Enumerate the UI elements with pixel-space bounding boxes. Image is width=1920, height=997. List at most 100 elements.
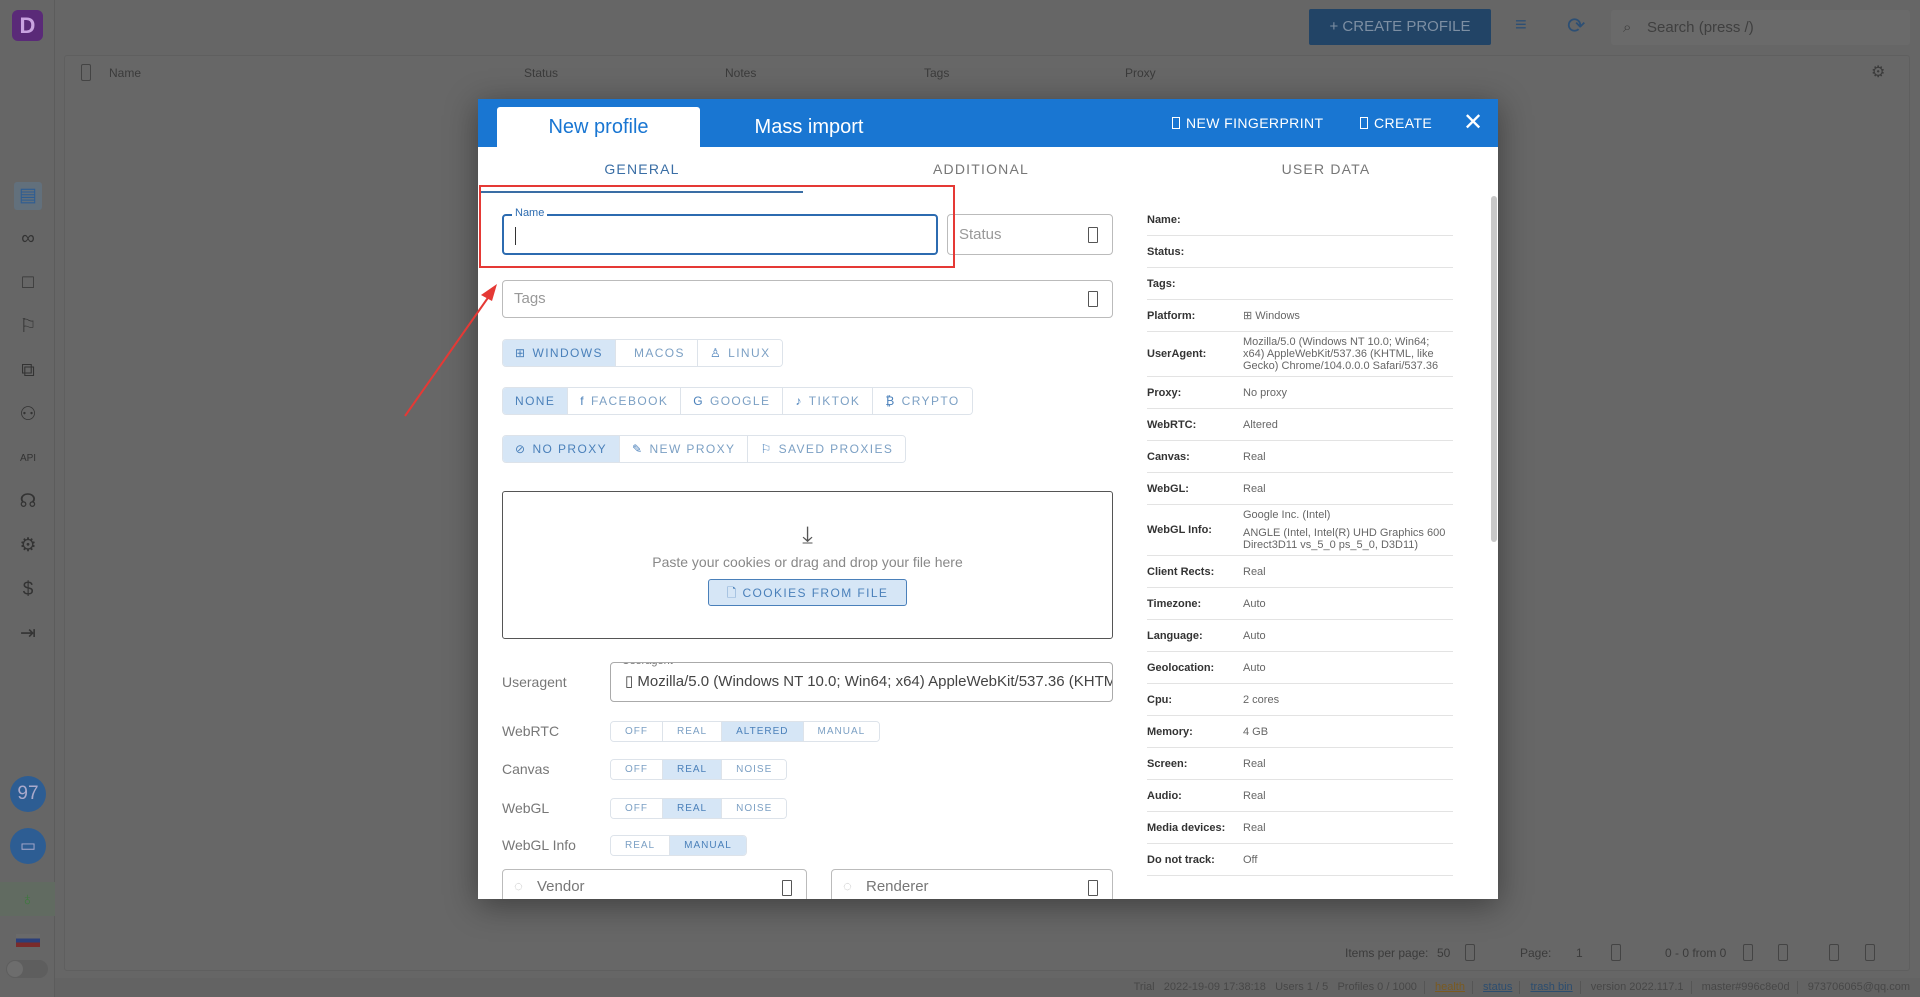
option-windows[interactable]: ⊞ WINDOWS (503, 340, 616, 366)
useragent-input[interactable]: Useragent ▯ Mozilla/5.0 (Windows NT 10.0… (610, 662, 1113, 702)
dropdown-icon (782, 880, 792, 896)
first-page-button[interactable] (1743, 944, 1753, 961)
option-new-proxy[interactable]: ✎ NEW PROXY (620, 436, 749, 462)
column-proxy[interactable]: Proxy (1125, 66, 1156, 80)
option-label: NONE (515, 394, 556, 408)
items-per-page-select[interactable]: 50 (1437, 946, 1451, 960)
option-none[interactable]: NONE (503, 388, 569, 414)
webrtc-option-altered[interactable]: ALTERED (722, 722, 804, 741)
option-linux[interactable]: ♙ LINUX (697, 340, 783, 366)
dialog-header: New profile Mass import NEW FINGERPRINT … (478, 99, 1498, 147)
subtab-general[interactable]: GENERAL (604, 161, 680, 177)
option-tiktok[interactable]: ♪ TIKTOK (783, 388, 874, 414)
settings-icon[interactable]: ⚙ (19, 535, 37, 556)
useragent-field-label: Useragent (619, 663, 676, 668)
api-icon[interactable]: API (19, 453, 37, 464)
new-profile-dialog: New profile Mass import NEW FINGERPRINT … (478, 99, 1498, 899)
renderer-select[interactable]: ◌ Renderer (831, 869, 1113, 899)
summary-row: Language: Auto (1147, 620, 1453, 652)
name-input[interactable]: Name (502, 207, 938, 255)
tab-mass-import[interactable]: Mass import (754, 116, 864, 138)
users-icon[interactable]: ⚇ (19, 404, 37, 425)
column-name[interactable]: Name (109, 66, 142, 80)
status-link[interactable]: status (1483, 981, 1513, 993)
option-facebook[interactable]: f FACEBOOK (568, 388, 682, 414)
last-page-button[interactable] (1865, 944, 1875, 961)
summary-row: Memory: 4 GB (1147, 716, 1453, 748)
summary-key: Do not track: (1147, 853, 1215, 866)
subtab-additional[interactable]: ADDITIONAL (932, 161, 1030, 177)
close-icon[interactable]: ✕ (1463, 109, 1484, 136)
canvas-option-real[interactable]: REAL (663, 760, 723, 779)
extensions-icon[interactable]: ⧉ (21, 360, 35, 381)
summary-value-line: Google Inc. (Intel) (1243, 509, 1331, 521)
webgl-info-option-real[interactable]: REAL (611, 836, 671, 855)
next-page-button[interactable] (1829, 944, 1839, 961)
cookies-dropzone[interactable]: ⤓ Paste your cookies or drag and drop yo… (502, 491, 1113, 639)
build: master#996c8e0d (1701, 981, 1790, 993)
items-per-page-dropdown-icon[interactable] (1465, 944, 1475, 961)
option-label: LINUX (728, 346, 771, 360)
scrollbar[interactable] (1491, 196, 1497, 542)
page-dropdown-icon[interactable] (1611, 944, 1621, 961)
link-icon[interactable]: ∞ (21, 228, 35, 249)
option-google[interactable]: G GOOGLE (681, 388, 784, 414)
billing-icon[interactable]: $ (22, 579, 34, 600)
option-crypto[interactable]: ₿ CRYPTO (873, 388, 972, 414)
column-notes[interactable]: Notes (725, 66, 757, 80)
webgl-option-off[interactable]: OFF (611, 799, 663, 818)
webrtc-option-off[interactable]: OFF (611, 722, 663, 741)
sidebar (0, 0, 55, 997)
notifications-badge[interactable]: 97 (10, 776, 46, 812)
webgl-option-noise[interactable]: NOISE (722, 799, 787, 818)
lightbulb-icon[interactable]: ♁ (0, 882, 55, 916)
column-status[interactable]: Status (524, 66, 559, 80)
browser-profiles-icon[interactable]: ▤ (14, 182, 42, 210)
google-icon: G (693, 394, 704, 408)
webgl-option-real[interactable]: REAL (663, 799, 723, 818)
square-icon[interactable]: □ (22, 272, 34, 293)
table-settings-icon[interactable]: ⚙ (1871, 64, 1886, 81)
prev-page-button[interactable] (1778, 944, 1788, 961)
create-profile-button[interactable]: + CREATE PROFILE (1309, 9, 1491, 45)
trash-bin-link[interactable]: trash bin (1530, 981, 1573, 993)
summary-key: Tags: (1147, 277, 1176, 290)
webrtc-option-manual[interactable]: MANUAL (803, 722, 880, 741)
logout-icon[interactable]: ⇥ (20, 623, 36, 644)
tab-new-profile[interactable]: New profile (497, 107, 700, 147)
subtab-user-data[interactable]: USER DATA (1281, 161, 1371, 177)
vendor-select[interactable]: ◌ Vendor (502, 869, 807, 899)
cookies-hint: Paste your cookies or drag and drop your… (652, 554, 963, 570)
create-button[interactable]: CREATE (1360, 111, 1432, 135)
app-logo[interactable]: D (12, 10, 43, 41)
language-flag-icon[interactable] (16, 934, 40, 947)
cookies-from-file-button[interactable]: 🗋 COOKIES FROM FILE (707, 579, 908, 606)
page-select[interactable]: 1 (1576, 946, 1583, 960)
status-select[interactable]: Status (947, 214, 1113, 255)
column-tags[interactable]: Tags (924, 66, 950, 80)
health-link[interactable]: health (1435, 981, 1465, 993)
webrtc-option-real[interactable]: REAL (663, 722, 723, 741)
webgl-info-option-manual[interactable]: MANUAL (670, 836, 746, 855)
option-saved-proxies[interactable]: ⚐ SAVED PROXIES (748, 436, 906, 462)
theme-toggle[interactable] (6, 960, 48, 978)
no-proxy-icon: ⊘ (515, 442, 527, 456)
summary-value: 2 cores (1243, 693, 1280, 706)
bookmark-icon[interactable]: ⚐ (19, 316, 37, 337)
option-macos[interactable]: MACOS (615, 340, 698, 366)
canvas-option-noise[interactable]: NOISE (722, 760, 787, 779)
automation-icon[interactable]: ☊ (19, 491, 37, 512)
summary-row: Media devices: Real (1147, 812, 1453, 844)
canvas-option-off[interactable]: OFF (611, 760, 663, 779)
filter-icon[interactable]: ≡ (1515, 14, 1527, 36)
search-input[interactable]: ⌕ Search (press /) (1611, 10, 1910, 45)
refresh-icon[interactable]: ⟳ (1567, 13, 1586, 38)
select-all-checkbox[interactable] (81, 64, 91, 81)
summary-key: Proxy: (1147, 386, 1182, 399)
option-no-proxy[interactable]: ⊘ NO PROXY (503, 436, 621, 462)
tags-input[interactable]: Tags (502, 280, 1113, 318)
summary-value: Auto (1243, 629, 1266, 642)
chat-icon[interactable]: ▭ (10, 828, 46, 864)
dropdown-icon (1088, 880, 1098, 896)
new-fingerprint-button[interactable]: NEW FINGERPRINT (1172, 111, 1323, 135)
